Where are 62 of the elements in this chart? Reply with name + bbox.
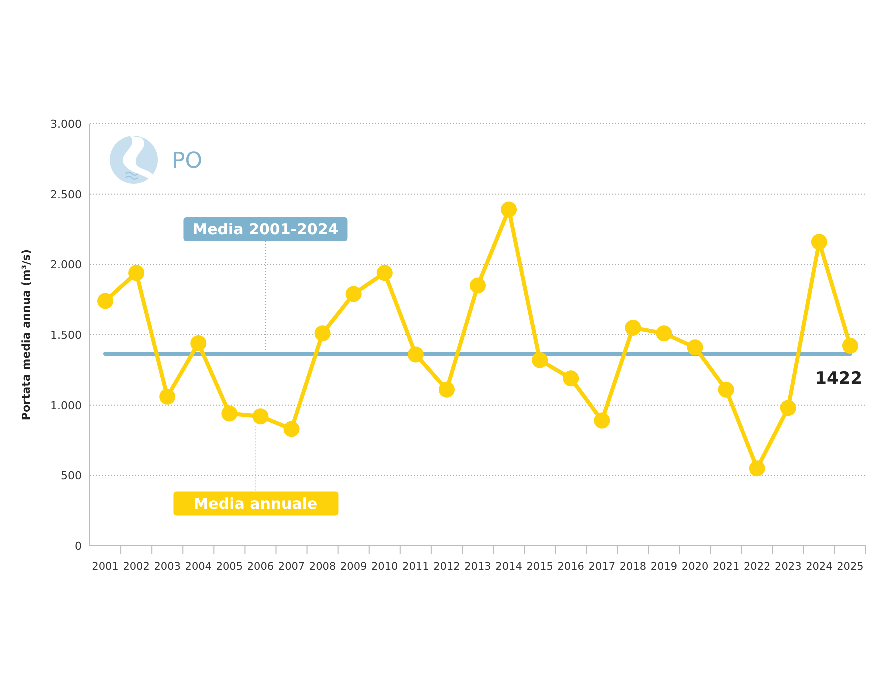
x-tick-label: 2018 [620,561,647,573]
point [98,293,114,310]
x-tick-label: 2025 [837,561,864,573]
point [346,286,362,302]
x-tick-label: 2011 [402,561,430,573]
x-tick-label: 2001 [92,561,119,573]
point [252,408,269,425]
point [160,388,176,405]
point [190,335,207,352]
y-tick-label: 1.500 [50,329,82,342]
y-axis-title: Portata media annua (m³/s) [20,249,33,421]
x-tick-label: 2002 [123,561,150,573]
x-tick-label: 2003 [154,561,181,573]
point [222,406,238,422]
point [408,346,424,363]
x-tick-label: 2008 [309,561,336,573]
point [594,412,610,429]
y-tick-label: 0 [75,540,82,553]
x-tick-label: 2004 [185,561,212,573]
x-tick-label: 2013 [464,561,492,573]
x-tick-label: 2006 [247,561,274,573]
point [128,265,145,282]
x-tick-label: 2007 [278,561,306,573]
y-tick-label: 500 [61,470,82,483]
point [438,382,455,398]
point [563,370,580,387]
point [376,265,393,282]
point [314,326,331,342]
ref-line-label: Media 2001-2024 [192,220,339,238]
x-tick-label: 2010 [372,561,398,573]
point [656,326,672,342]
x-tick-label: 2021 [712,561,740,573]
point [842,338,858,354]
point [749,460,766,477]
point [625,320,642,336]
y-tick-label: 2.500 [50,188,82,202]
x-tick-label: 2019 [650,561,678,573]
point [532,352,548,368]
x-tick-label: 2014 [496,561,523,573]
point [284,421,300,438]
x-tick-label: 2009 [340,561,368,573]
x-tick-label: 2015 [526,561,554,573]
point [718,382,734,398]
x-tick-label: 2016 [558,561,585,573]
point [687,340,704,356]
text: PO [172,149,203,174]
point [780,400,796,416]
x-tick-label: 2023 [775,561,802,573]
point [811,234,828,250]
x-tick-label: 2024 [806,561,834,573]
point [470,278,486,294]
y-tick-label: 1.000 [50,399,82,412]
text: Media annuale [194,494,318,513]
x-tick-label: 2020 [682,561,709,573]
x-tick-label: 2005 [216,561,244,573]
y-tick-label: 3.000 [50,118,82,131]
x-tick-label: 2017 [588,561,616,573]
x-tick-label: 2012 [434,561,460,573]
point [501,202,518,218]
y-tick-label: 2.000 [50,258,82,272]
x-tick-label: 2022 [744,561,771,573]
data-label: 1422 [815,368,862,389]
